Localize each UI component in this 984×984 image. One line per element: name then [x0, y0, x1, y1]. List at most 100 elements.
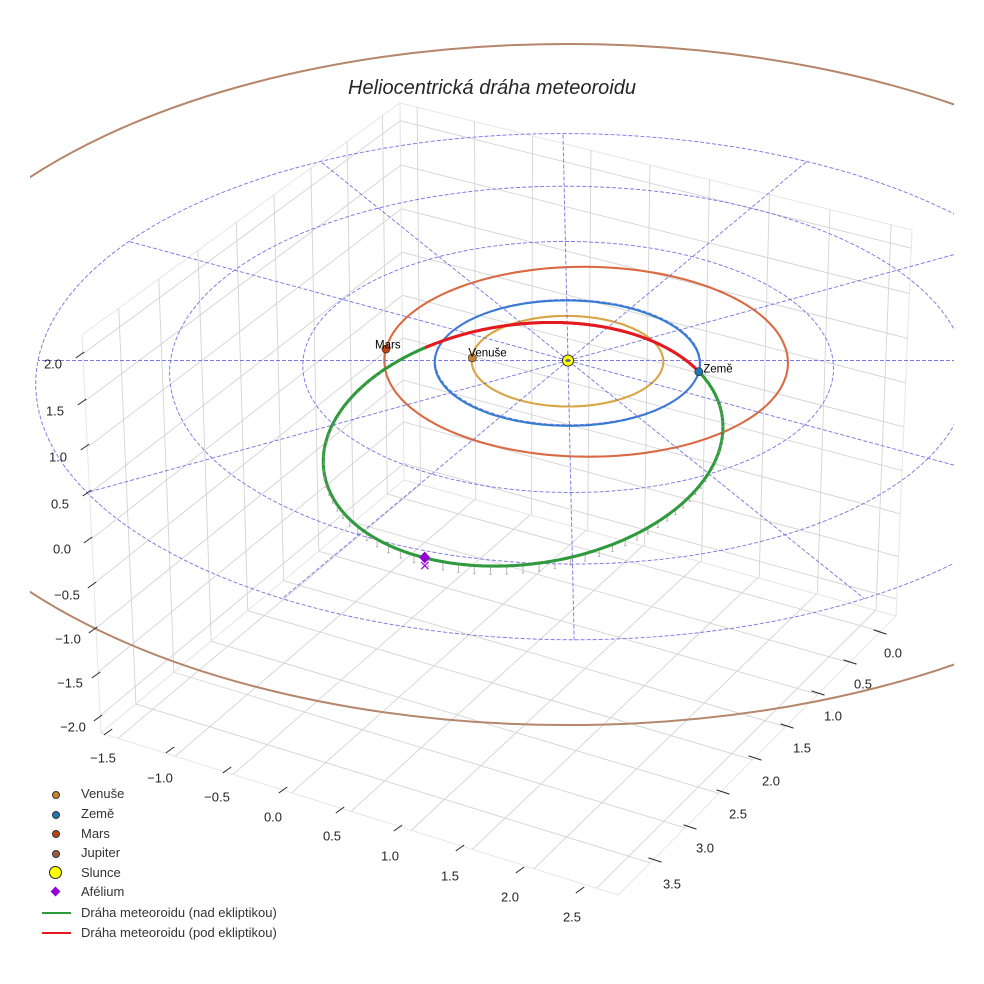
earth-dot-icon: [51, 810, 60, 819]
ecliptic-radial-line: [567, 360, 865, 600]
gridline: [82, 120, 401, 355]
y-tick-mark: [716, 789, 730, 795]
z-tick-mark: [87, 581, 97, 589]
left-pane: [81, 102, 405, 735]
gridline: [173, 671, 686, 829]
gridline: [400, 120, 912, 249]
legend-item-zeme: Země: [36, 805, 356, 823]
y-tick-label: 3.5: [663, 877, 681, 892]
body-markers: [381, 344, 704, 570]
planet-marker-icon: [468, 353, 477, 363]
legend-item-mars: Mars: [36, 825, 356, 843]
ecliptic-radial-line: [567, 360, 954, 466]
x-tick-mark: [575, 886, 585, 894]
z-tick-label: 1.0: [49, 450, 67, 465]
gridline: [97, 421, 404, 673]
z-tick-mark: [77, 398, 87, 406]
gridline: [135, 703, 651, 864]
x-tick-mark: [165, 746, 175, 754]
gridline: [99, 463, 405, 717]
z-tick-label: −1.5: [57, 676, 83, 691]
gridline: [247, 610, 753, 761]
ecliptic-ring: [35, 133, 954, 641]
planet-label: Mars: [375, 339, 401, 351]
x-tick-label: −0.5: [204, 790, 230, 805]
y-tick-label: 1.0: [824, 709, 842, 724]
axis-ticks: −1.5 −1.0 −0.5 0.0 0.5 1.0 1.5 2.0 2.5 0.0 0.5 1.0 1…: [44, 351, 902, 925]
gridline: [400, 164, 910, 294]
venus-dot-icon: [51, 790, 60, 799]
x-tick-label: 2.0: [501, 890, 519, 905]
gridline: [587, 150, 592, 531]
x-tick-label: 0.0: [264, 810, 282, 825]
legend-item-afelium: Afélium: [36, 883, 356, 901]
gridline: [91, 295, 403, 540]
y-tick-mark: [683, 824, 697, 830]
x-tick-label: 1.5: [441, 869, 459, 884]
y-tick-label: 3.0: [696, 841, 714, 856]
gridline: [416, 107, 421, 485]
z-tick-label: 2.0: [44, 357, 62, 372]
ecliptic-radial-line: [86, 360, 569, 493]
planet-labels: Venuše Země Mars: [375, 339, 733, 375]
x-tick-label: −1.5: [90, 751, 116, 766]
z-tick-mark: [80, 443, 90, 451]
gridline: [318, 550, 819, 695]
y-tick-mark: [780, 723, 794, 729]
gridline: [273, 194, 285, 581]
legend-item-orbit-below: Dráha meteoroidu (pod ekliptikou): [36, 924, 356, 942]
legend-label: Země: [81, 806, 115, 821]
axes-panes: [81, 102, 913, 896]
y-tick-label: 1.5: [793, 741, 811, 756]
ecliptic-radial-line: [128, 240, 569, 361]
orbit-jupiter: [30, 43, 954, 726]
y-tick-label: 0.0: [884, 646, 902, 661]
gridline: [87, 208, 402, 448]
gridline: [310, 168, 320, 552]
y-tick-mark: [648, 857, 662, 863]
plot-data-area: Venuše Země Mars: [30, 43, 954, 726]
gridline: [402, 337, 903, 471]
green-line-icon: [42, 912, 71, 914]
gridline: [401, 294, 904, 428]
jupiter-dot-icon: [51, 849, 60, 858]
red-line-icon: [42, 932, 71, 934]
gridline: [210, 640, 720, 794]
legend-label: Mars: [81, 825, 110, 841]
legend-label: Dráha meteoroidu (nad ekliptikou): [81, 905, 277, 920]
ecliptic-polar-grid: [35, 133, 954, 641]
z-tick-label: −0.5: [54, 588, 80, 603]
gridline: [387, 493, 881, 632]
gridline: [283, 580, 786, 728]
gridline: [875, 224, 892, 611]
x-tick-mark: [455, 844, 465, 852]
z-tick-mark: [75, 351, 85, 359]
z-tick-mark: [83, 536, 93, 544]
sun-circle-icon: [48, 866, 62, 879]
y-tick-mark: [811, 690, 825, 696]
aphelion-diamond-icon: [419, 551, 431, 564]
y-tick-mark: [843, 659, 857, 665]
gridline: [401, 251, 906, 384]
gridline: [93, 337, 403, 585]
x-tick-label: 0.5: [323, 829, 341, 844]
gridline: [89, 252, 402, 494]
planet-marker-icon: [381, 344, 391, 354]
gridline: [402, 379, 901, 515]
legend-item-jupiter: Jupiter: [36, 844, 356, 862]
chart-title: Heliocentrická dráha meteoroidu: [348, 77, 636, 99]
gridline: [95, 380, 404, 629]
z-tick-label: 0.0: [53, 542, 71, 557]
diamond-icon: [50, 886, 60, 897]
planet-label: Země: [703, 363, 732, 375]
gridline: [758, 194, 770, 579]
x-tick-mark: [335, 806, 345, 814]
y-tick-label: 0.5: [854, 677, 872, 692]
y-tick-mark: [748, 755, 762, 761]
x-tick-label: −1.0: [147, 771, 173, 786]
x-tick-label: 2.5: [563, 910, 581, 925]
ecliptic-radial-line: [320, 161, 569, 361]
x-tick-mark: [278, 786, 288, 794]
legend-item-venuse: Venuše: [36, 785, 356, 803]
